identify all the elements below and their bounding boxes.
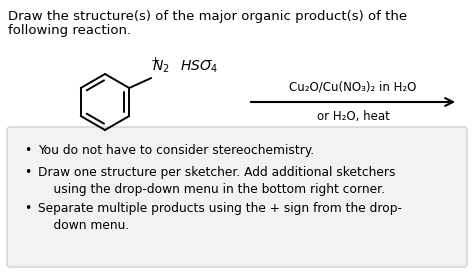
Text: •: • xyxy=(24,144,31,157)
Text: Cu₂O/Cu(NO₃)₂ in H₂O: Cu₂O/Cu(NO₃)₂ in H₂O xyxy=(289,81,417,94)
Text: or H₂O, heat: or H₂O, heat xyxy=(317,110,390,123)
Text: Separate multiple products using the + sign from the drop-
    down menu.: Separate multiple products using the + s… xyxy=(38,202,402,232)
Text: Draw one structure per sketcher. Add additional sketchers
    using the drop-dow: Draw one structure per sketcher. Add add… xyxy=(38,166,395,196)
Text: $HSO_4$: $HSO_4$ xyxy=(180,58,218,75)
Text: $N_2$: $N_2$ xyxy=(152,58,170,75)
Text: Draw the structure(s) of the major organic product(s) of the: Draw the structure(s) of the major organ… xyxy=(8,10,407,23)
Text: −: − xyxy=(204,56,214,66)
Text: You do not have to consider stereochemistry.: You do not have to consider stereochemis… xyxy=(38,144,314,157)
Text: following reaction.: following reaction. xyxy=(8,24,131,37)
Text: •: • xyxy=(24,166,31,179)
Text: •: • xyxy=(24,202,31,215)
Text: +: + xyxy=(151,56,161,66)
FancyBboxPatch shape xyxy=(7,127,467,267)
